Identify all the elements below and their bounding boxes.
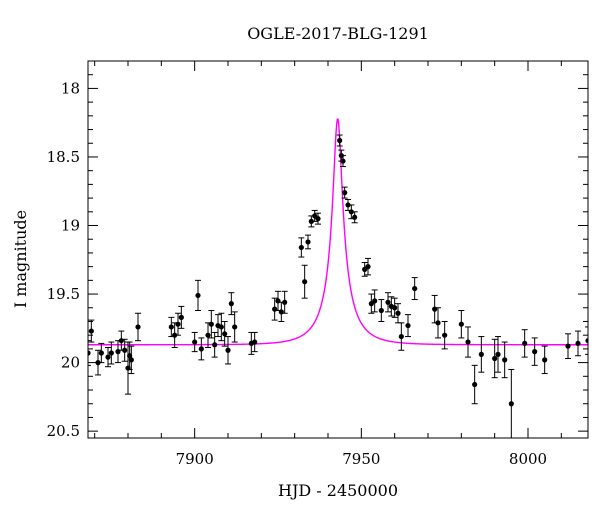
data-point bbox=[465, 339, 471, 345]
data-point bbox=[192, 339, 198, 345]
data-point bbox=[175, 321, 181, 327]
data-point bbox=[218, 324, 224, 330]
data-point bbox=[502, 357, 508, 363]
model-curve-group bbox=[88, 118, 588, 346]
data-point bbox=[348, 209, 354, 215]
data-point bbox=[122, 347, 128, 353]
data-point bbox=[222, 331, 228, 337]
x-tick-label: 7900 bbox=[176, 450, 214, 468]
data-point bbox=[342, 190, 348, 196]
data-point bbox=[195, 292, 201, 299]
data-point bbox=[228, 301, 234, 307]
x-axis-label: HJD - 2450000 bbox=[278, 481, 398, 500]
plot-layer: 7900 7950 8000 18 18.5 19 19.5 20 20.5 bbox=[47, 60, 589, 468]
data-point bbox=[135, 324, 141, 330]
data-point bbox=[565, 343, 571, 349]
data-point bbox=[442, 332, 448, 338]
data-point bbox=[168, 324, 174, 330]
data-point bbox=[252, 339, 258, 345]
data-point bbox=[532, 349, 538, 355]
data-point bbox=[472, 381, 478, 388]
data-point bbox=[98, 350, 104, 356]
data-point bbox=[392, 305, 398, 311]
axes-group: 7900 7950 8000 18 18.5 19 19.5 20 20.5 bbox=[47, 60, 589, 468]
data-point bbox=[365, 264, 371, 270]
data-point bbox=[398, 333, 404, 340]
y-tick-label: 20 bbox=[61, 354, 80, 372]
data-point bbox=[542, 357, 548, 363]
data-point bbox=[108, 350, 114, 356]
data-point bbox=[378, 307, 384, 314]
data-point bbox=[345, 202, 351, 208]
data-point bbox=[435, 320, 441, 326]
data-point bbox=[385, 299, 391, 305]
data-point bbox=[232, 324, 238, 330]
data-point bbox=[458, 321, 464, 327]
data-point bbox=[178, 314, 184, 320]
data-point bbox=[225, 347, 231, 353]
data-point bbox=[302, 279, 308, 285]
y-tick-label: 19 bbox=[61, 217, 80, 235]
y-axis-label: I magnitude bbox=[11, 210, 30, 308]
data-point bbox=[495, 351, 501, 357]
data-point bbox=[405, 322, 411, 329]
y-tick-label: 18 bbox=[61, 79, 80, 97]
data-point bbox=[212, 342, 218, 348]
data-point bbox=[372, 298, 378, 304]
x-tick-label: 7950 bbox=[342, 450, 380, 468]
data-point bbox=[508, 401, 514, 407]
data-point bbox=[575, 340, 581, 347]
data-point bbox=[585, 338, 588, 344]
data-point bbox=[198, 346, 204, 352]
y-tick-label: 20.5 bbox=[47, 422, 80, 440]
data-point bbox=[395, 310, 401, 316]
data-point bbox=[208, 321, 214, 327]
data-point bbox=[478, 351, 484, 357]
x-tick-label: 8000 bbox=[509, 450, 547, 468]
chart-title: OGLE-2017-BLG-1291 bbox=[247, 24, 429, 43]
data-point bbox=[205, 332, 211, 338]
data-point bbox=[128, 357, 134, 363]
data-point bbox=[305, 239, 311, 245]
data-point bbox=[340, 158, 346, 164]
y-tick-label: 18.5 bbox=[47, 148, 80, 166]
data-point bbox=[88, 350, 91, 356]
data-point bbox=[298, 244, 304, 251]
data-point bbox=[105, 354, 111, 360]
y-tick-label: 19.5 bbox=[47, 285, 80, 303]
data-point bbox=[308, 218, 314, 224]
data-point bbox=[172, 332, 178, 338]
data-point bbox=[492, 355, 498, 362]
data-point bbox=[88, 328, 94, 334]
data-point bbox=[522, 340, 528, 347]
plot-frame bbox=[87, 60, 589, 439]
data-points-group bbox=[88, 134, 588, 438]
model-curve bbox=[88, 118, 588, 346]
data-point bbox=[315, 216, 321, 222]
data-point bbox=[282, 299, 288, 305]
data-point bbox=[412, 285, 418, 292]
data-point bbox=[352, 214, 358, 220]
data-point bbox=[337, 137, 343, 144]
